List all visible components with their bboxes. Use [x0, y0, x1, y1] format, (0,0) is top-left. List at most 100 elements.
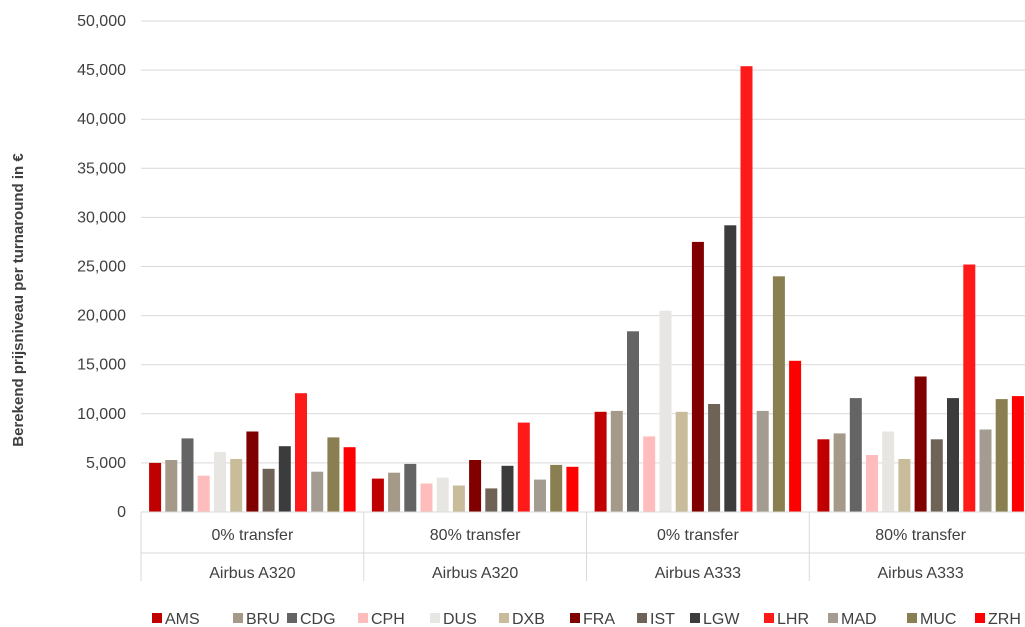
legend-swatch-zrh [975, 613, 985, 623]
y-tick-label: 40,000 [77, 111, 126, 128]
bar-ams [371, 478, 384, 512]
y-tick-label: 35,000 [77, 160, 126, 177]
bar-bru [833, 433, 846, 512]
bar-cph [643, 436, 656, 512]
bar-cph [420, 483, 433, 512]
bar-lgw [278, 446, 291, 512]
bar-muc [772, 276, 785, 512]
bar-mad [756, 410, 769, 512]
legend-label: FRA [583, 611, 615, 627]
x-group-label: Airbus A333 [655, 565, 741, 582]
bar-dus [436, 477, 449, 512]
legend-label: ZRH [988, 611, 1021, 627]
x-group-label: Airbus A333 [877, 565, 963, 582]
legend-label: IST [650, 611, 675, 627]
x-category-label: 80% transfer [875, 527, 966, 544]
legend-label: MAD [841, 611, 877, 627]
bar-muc [550, 464, 563, 512]
bar-dxb [898, 459, 911, 512]
bar-ist [930, 439, 943, 512]
y-tick-label: 5,000 [86, 455, 126, 472]
y-axis-label: Berekend prijsniveau per turnaround in € [10, 153, 27, 447]
bar-cph [197, 475, 210, 512]
bar-lhr [517, 422, 530, 512]
bar-bru [610, 410, 623, 512]
bar-ams [594, 411, 607, 512]
legend-swatch-bru [233, 613, 243, 623]
y-tick-label: 15,000 [77, 357, 126, 374]
x-group-label: Airbus A320 [432, 565, 518, 582]
legend-swatch-dxb [499, 613, 509, 623]
bar-dus [882, 431, 895, 512]
bar-mad [311, 471, 324, 512]
bar-muc [995, 399, 1008, 512]
legend-label: AMS [165, 611, 200, 627]
legend-swatch-cdg [287, 613, 297, 623]
y-axis-ticks: 0 5,000 10,000 15,000 20,000 25,000 30,000 35,0… [77, 13, 126, 521]
x-group-label: Airbus A320 [209, 565, 295, 582]
bar-fra [914, 376, 927, 512]
bar-lhr [963, 264, 976, 512]
y-tick-label: 25,000 [77, 259, 126, 276]
legend-swatch-lhr [764, 613, 774, 623]
bar-fra [469, 460, 482, 512]
legend-label: MUC [920, 611, 956, 627]
bar-cdg [404, 463, 417, 512]
legend-swatch-ams [152, 613, 162, 623]
y-tick-label: 50,000 [77, 13, 126, 30]
legend-swatch-cph [358, 613, 368, 623]
bar-lhr [740, 66, 753, 512]
bar-lgw [947, 398, 959, 512]
legend-label: LGW [703, 611, 740, 627]
legend-swatch-lgw [690, 613, 700, 623]
bar-ist [708, 404, 721, 512]
bar-muc [327, 437, 340, 512]
legend-label: CPH [371, 611, 405, 627]
bar-dxb [230, 459, 243, 512]
bar-fra [691, 241, 704, 512]
bar-bru [388, 472, 401, 512]
bar-mad [534, 479, 546, 512]
legend-label: DUS [443, 611, 477, 627]
bar-bru [165, 460, 178, 512]
legend-swatch-mad [828, 613, 838, 623]
bar-fra [246, 431, 259, 512]
legend-swatch-muc [907, 613, 917, 623]
bar-ist [485, 488, 498, 512]
gridlines [141, 20, 1025, 464]
legend-label: DXB [512, 611, 545, 627]
bars [149, 66, 1024, 513]
bar-lgw [501, 465, 514, 512]
bar-ams [817, 439, 830, 512]
bar-cdg [181, 438, 194, 512]
x-category-label: 0% transfer [211, 527, 293, 544]
y-tick-label: 10,000 [77, 406, 126, 423]
bar-zrh [789, 360, 802, 512]
y-tick-label: 30,000 [77, 209, 126, 226]
legend-swatch-dus [430, 613, 440, 623]
y-tick-label: 45,000 [77, 62, 126, 79]
bar-zrh [1011, 396, 1024, 512]
bar-dxb [675, 411, 688, 512]
x-category-label: 80% transfer [430, 527, 521, 544]
bar-dus [214, 452, 226, 512]
legend-label: BRU [246, 611, 280, 627]
y-tick-label: 20,000 [77, 308, 126, 325]
legend-label: LHR [777, 611, 809, 627]
x-category-label: 0% transfer [657, 527, 739, 544]
bar-zrh [343, 447, 356, 512]
bar-cdg [849, 398, 862, 512]
bar-cph [866, 455, 878, 512]
bar-mad [979, 429, 992, 512]
legend-swatch-ist [637, 613, 647, 623]
x-axis: 0% transfer Airbus A320 80% transfer Airbus… [140, 511, 1025, 582]
bar-dus [659, 310, 672, 512]
bar-lhr [295, 393, 307, 512]
bar-zrh [566, 466, 579, 512]
bar-ist [262, 468, 275, 512]
y-tick-label: 0 [117, 504, 126, 521]
bar-ams [149, 462, 162, 512]
legend-swatch-fra [570, 613, 580, 623]
bar-cdg [627, 331, 639, 512]
